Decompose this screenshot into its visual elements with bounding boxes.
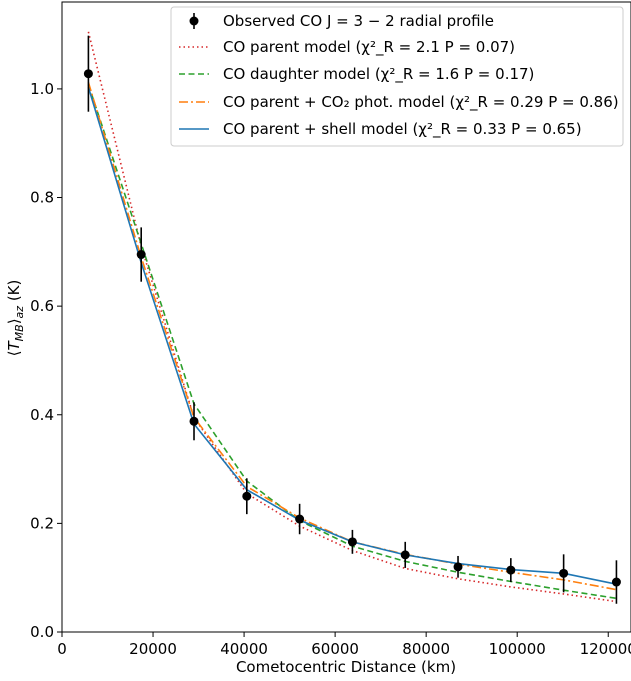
observed-point	[347, 537, 357, 547]
observed-point	[453, 562, 463, 572]
observed-point	[295, 514, 305, 524]
observed-point	[611, 577, 621, 587]
observed-point	[400, 550, 410, 560]
legend-entry-2: CO daughter model (χ²_R = 1.6 P = 0.17)	[223, 65, 534, 84]
legend-entry-observed: Observed CO J = 3 − 2 radial profile	[223, 12, 494, 30]
legend: Observed CO J = 3 − 2 radial profile CO p…	[170, 6, 624, 147]
x-axis-label: Cometocentric Distance (km)	[236, 658, 456, 676]
legend-entry-3: CO parent + CO₂ phot. model (χ²_R = 0.29…	[223, 93, 619, 112]
series-line-3	[87, 82, 617, 591]
x-tick-label: 0	[57, 640, 67, 658]
x-tick-label: 20000	[129, 640, 177, 658]
x-tick-label: 80000	[402, 640, 450, 658]
series-line-4	[87, 87, 617, 585]
y-tick-label: 0.0	[30, 623, 54, 641]
y-tick-label: 0.6	[30, 297, 54, 315]
y-axis-label: ⟨TMB⟩az (K)	[5, 280, 26, 357]
observed-point	[506, 565, 516, 575]
y-tick-label: 1.0	[30, 80, 54, 98]
plot-area-border	[61, 1, 631, 633]
observed-point	[136, 250, 146, 260]
legend-entry-4: CO parent + shell model (χ²_R = 0.33 P =…	[223, 120, 582, 139]
x-tick-label: 100000	[489, 640, 546, 658]
svg-text:⟨TMB⟩az (K): ⟨TMB⟩az (K)	[5, 280, 26, 357]
legend-entry-1: CO parent model (χ²_R = 2.1 P = 0.07)	[223, 38, 515, 57]
x-tick-label: 60000	[311, 640, 359, 658]
observed-point	[83, 69, 93, 79]
observed-point	[559, 568, 569, 578]
y-tick-label: 0.4	[30, 406, 54, 424]
legend-observed-marker	[189, 16, 199, 26]
observed-point	[242, 491, 252, 501]
y-tick-label: 0.2	[30, 514, 54, 532]
legend-box	[170, 6, 624, 147]
y-axis: 0.0 0.2 0.4 0.6 0.8 1.0	[30, 80, 62, 641]
y-tick-label: 0.8	[30, 189, 54, 207]
observed-point	[189, 416, 199, 426]
observed-points	[83, 35, 621, 604]
plot-frame	[61, 1, 631, 633]
x-tick-label: 40000	[220, 640, 268, 658]
